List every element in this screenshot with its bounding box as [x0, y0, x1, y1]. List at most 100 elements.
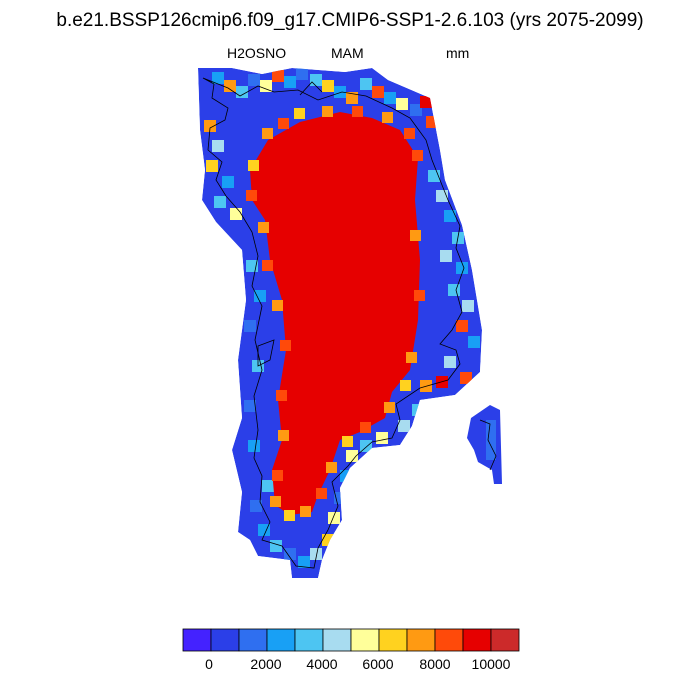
season-label: MAM: [331, 45, 364, 61]
grid-cell: [280, 340, 291, 351]
colorbar-tick-label: 4000: [306, 656, 338, 672]
eastern-island: [467, 405, 502, 484]
coastline: [202, 77, 497, 569]
grid-cell: [360, 78, 372, 90]
grid-cell: [278, 118, 289, 129]
grid-cell: [284, 548, 296, 560]
grid-cell: [276, 390, 287, 401]
grid-cell: [334, 86, 346, 98]
grid-cell: [212, 140, 224, 152]
grid-cell: [462, 300, 474, 312]
grid-cell: [346, 450, 358, 462]
grid-cell: [444, 210, 456, 222]
grid-cell: [262, 260, 273, 271]
grid-cell: [460, 372, 472, 384]
grid-cell: [412, 150, 423, 161]
colorbar-swatch: [434, 628, 464, 652]
grid-cell: [230, 208, 242, 220]
colorbar-tick-label: 0: [205, 656, 213, 672]
colorbar-swatch: [462, 628, 492, 652]
grid-cell: [224, 80, 236, 92]
colorbar-swatch: [378, 628, 408, 652]
plot-title: b.e21.BSSP126cmip6.f09_g17.CMIP6-SSP1-2.…: [56, 10, 644, 31]
grid-cell: [456, 262, 468, 274]
units-label: mm: [446, 45, 470, 61]
grid-cell: [406, 352, 417, 363]
grid-cell: [250, 500, 262, 512]
grid-cell: [206, 160, 218, 172]
grid-cell: [284, 510, 295, 521]
grid-cell: [412, 404, 424, 416]
grid-cell: [236, 86, 248, 98]
grid-cell: [322, 80, 334, 92]
grid-cell: [414, 290, 425, 301]
grid-cell: [254, 290, 266, 302]
colorbar-swatch: [350, 628, 380, 652]
grid-cell: [468, 336, 480, 348]
grid-cell: [384, 92, 396, 104]
grid-cell: [322, 106, 333, 117]
grid-cell: [426, 116, 438, 128]
grid-cell: [204, 120, 216, 132]
grid-cell: [352, 106, 363, 117]
colorbar-swatch: [238, 628, 268, 652]
grid-cell: [376, 432, 388, 444]
grid-cell: [246, 190, 257, 201]
grid-cell: [248, 160, 259, 171]
grid-cell: [456, 320, 468, 332]
grid-cell: [360, 422, 371, 433]
grid-cell: [214, 196, 226, 208]
colorbar-swatch: [322, 628, 352, 652]
colorbar-swatch: [210, 628, 240, 652]
colorbar-swatch: [182, 628, 212, 652]
colorbar-tick-label: 10000: [471, 656, 511, 672]
grid-cell: [298, 556, 310, 568]
grid-cell: [444, 356, 456, 368]
grid-cell: [278, 430, 289, 441]
grid-cell: [310, 548, 322, 560]
grid-cell: [200, 68, 212, 80]
grid-cell: [248, 440, 260, 452]
grid-cell: [410, 230, 421, 241]
grid-cell: [396, 98, 408, 110]
colorbar-tick-label: 8000: [419, 656, 451, 672]
grid-cell: [410, 104, 422, 116]
grid-cell: [384, 402, 395, 413]
snow-water-map: [198, 68, 502, 578]
grid-cell: [300, 506, 311, 517]
colorbar-tick-label: 6000: [362, 656, 394, 672]
colorbar-tick-label: 2000: [250, 656, 282, 672]
grid-cell: [260, 80, 272, 92]
grid-cell: [258, 524, 270, 536]
grid-cell: [448, 284, 460, 296]
colorbar-swatch: [490, 628, 520, 652]
grid-cell: [248, 74, 260, 86]
grid-cell: [272, 470, 283, 481]
grid-cell: [398, 420, 410, 432]
grid-cell: [372, 86, 384, 98]
colorbar-swatch: [266, 628, 296, 652]
grid-cell: [310, 74, 322, 86]
grid-cell: [382, 112, 393, 123]
grid-cell: [360, 440, 372, 452]
grid-cell: [284, 76, 296, 88]
grid-cell: [270, 540, 282, 552]
grid-cell: [296, 68, 308, 80]
grid-cell: [440, 250, 452, 262]
grid-cell: [420, 96, 432, 108]
transition-cells: [246, 106, 425, 521]
grid-cell: [262, 480, 274, 492]
grid-cell: [244, 320, 256, 332]
grid-cell: [316, 488, 327, 499]
grid-cell: [244, 400, 256, 412]
grid-cell: [212, 72, 224, 84]
grid-cell: [342, 436, 353, 447]
grid-cell: [262, 128, 273, 139]
colorbar-swatch: [294, 628, 324, 652]
grid-cell: [294, 108, 305, 119]
variable-label: H2OSNO: [227, 45, 287, 61]
grid-cell: [326, 462, 337, 473]
grid-cell: [404, 128, 415, 139]
grid-cell: [222, 176, 234, 188]
grid-cell: [322, 534, 334, 546]
